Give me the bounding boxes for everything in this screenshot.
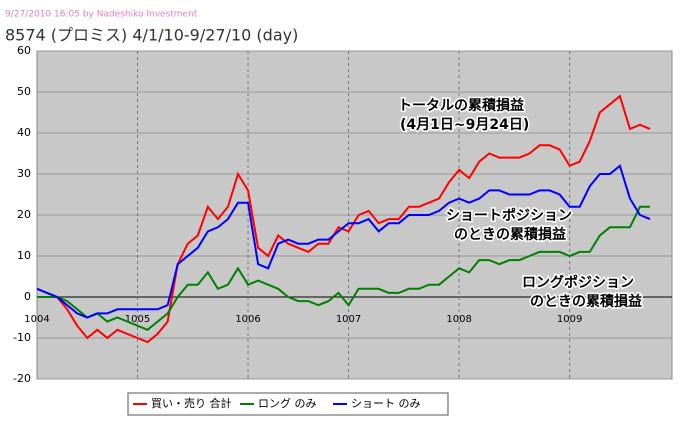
annotation: トータルの累積損益 [398, 97, 524, 114]
legend-label: ショート のみ [351, 397, 421, 410]
series-line [36, 164, 651, 319]
y-tick-label: 40 [17, 126, 31, 139]
x-tick-label: 1008 [446, 314, 471, 325]
annotation: のときの累積損益 [530, 293, 642, 310]
x-tick-label: 1006 [235, 314, 260, 325]
y-tick-label: 60 [17, 44, 31, 57]
y-tick-label: 0 [24, 290, 31, 303]
x-tick-label: 1009 [557, 314, 582, 325]
header: 9/27/2010 16:05 by Nadeshiko Investment [5, 10, 198, 20]
annotation: ロングポジション [522, 274, 634, 291]
y-tick-label: 30 [17, 167, 31, 180]
series-line [36, 94, 651, 344]
annotation: のときの累積損益 [454, 226, 566, 243]
y-tick-label: 10 [17, 249, 31, 262]
legend-label: 買い・売り 合計 [151, 396, 232, 410]
annotation: ショートポジション [446, 207, 572, 224]
x-tick-label: 1005 [125, 314, 150, 325]
series-line [37, 205, 651, 331]
y-tick-label: 20 [17, 208, 31, 221]
x-tick-label: 1004 [24, 314, 49, 325]
y-tick-label: 50 [17, 85, 31, 98]
legend [127, 392, 449, 416]
y-tick-label: -10 [13, 331, 31, 344]
x-tick-label: 1007 [336, 314, 361, 325]
legend-label: ロング のみ [258, 396, 317, 410]
y-tick-label: -20 [13, 372, 31, 385]
chart-title: 8574 (プロミス) 4/1/10-9/27/10 (day) [5, 26, 298, 45]
annotation: (4月1日~9月24日) [400, 117, 529, 133]
